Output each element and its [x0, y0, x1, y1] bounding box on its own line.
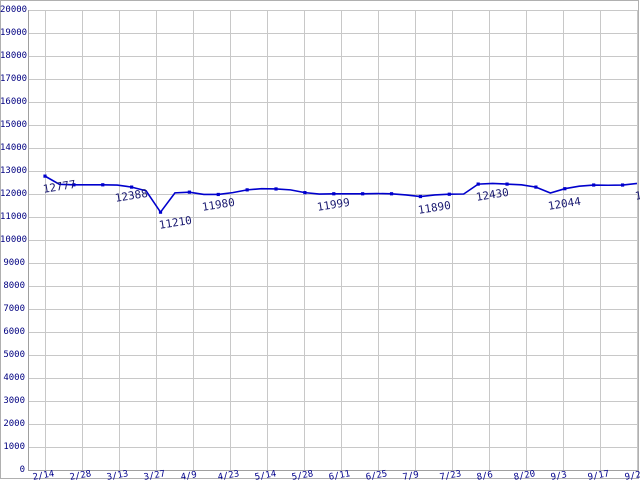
- x-axis-tick-label: 8/6: [476, 470, 494, 483]
- y-axis-tick-label: 9000: [0, 258, 25, 268]
- data-point-marker: [563, 187, 566, 190]
- data-point-marker: [303, 191, 306, 194]
- data-point-marker: [159, 211, 162, 214]
- data-point-marker: [390, 192, 393, 195]
- y-axis-tick-label: 1000: [0, 442, 25, 452]
- data-point-marker: [477, 183, 480, 186]
- data-point-marker: [274, 187, 277, 190]
- data-point-marker: [101, 183, 104, 186]
- y-axis-tick-label: 13000: [0, 166, 25, 176]
- data-point-marker: [332, 192, 335, 195]
- y-axis-tick-label: 18000: [0, 51, 25, 61]
- data-point-marker: [246, 188, 249, 191]
- y-axis-tick-label: 20000: [0, 5, 25, 15]
- y-axis-tick-label: 3000: [0, 396, 25, 406]
- y-axis-tick-label: 16000: [0, 97, 25, 107]
- y-axis-tick-label: 7000: [0, 304, 25, 314]
- y-axis-tick-label: 8000: [0, 281, 25, 291]
- data-point-marker: [592, 183, 595, 186]
- x-axis-tick-label: 7/9: [402, 470, 420, 483]
- y-axis-tick-label: 15000: [0, 120, 25, 130]
- y-axis-tick-label: 6000: [0, 327, 25, 337]
- data-point-marker: [534, 186, 537, 189]
- y-axis-tick-label: 10000: [0, 235, 25, 245]
- data-point-marker: [448, 193, 451, 196]
- data-point-marker: [217, 193, 220, 196]
- y-axis-tick-label: 17000: [0, 74, 25, 84]
- y-axis-tick-label: 2000: [0, 419, 25, 429]
- data-point-marker: [43, 175, 46, 178]
- y-axis-tick-label: 0: [0, 465, 25, 475]
- data-point-marker: [419, 195, 422, 198]
- y-axis-tick-label: 4000: [0, 373, 25, 383]
- y-axis-tick-label: 14000: [0, 143, 25, 153]
- data-point-marker: [621, 183, 624, 186]
- y-axis-tick-label: 19000: [0, 28, 25, 38]
- y-axis-tick-label: 11000: [0, 212, 25, 222]
- data-point-marker: [361, 192, 364, 195]
- y-axis-tick-label: 5000: [0, 350, 25, 360]
- x-axis-tick-label: 4/9: [180, 470, 198, 483]
- x-axis-tick-label: 9/3: [550, 470, 568, 483]
- grid-lines: [28, 10, 638, 471]
- data-point-marker: [188, 191, 191, 194]
- y-axis-tick-label: 12000: [0, 189, 25, 199]
